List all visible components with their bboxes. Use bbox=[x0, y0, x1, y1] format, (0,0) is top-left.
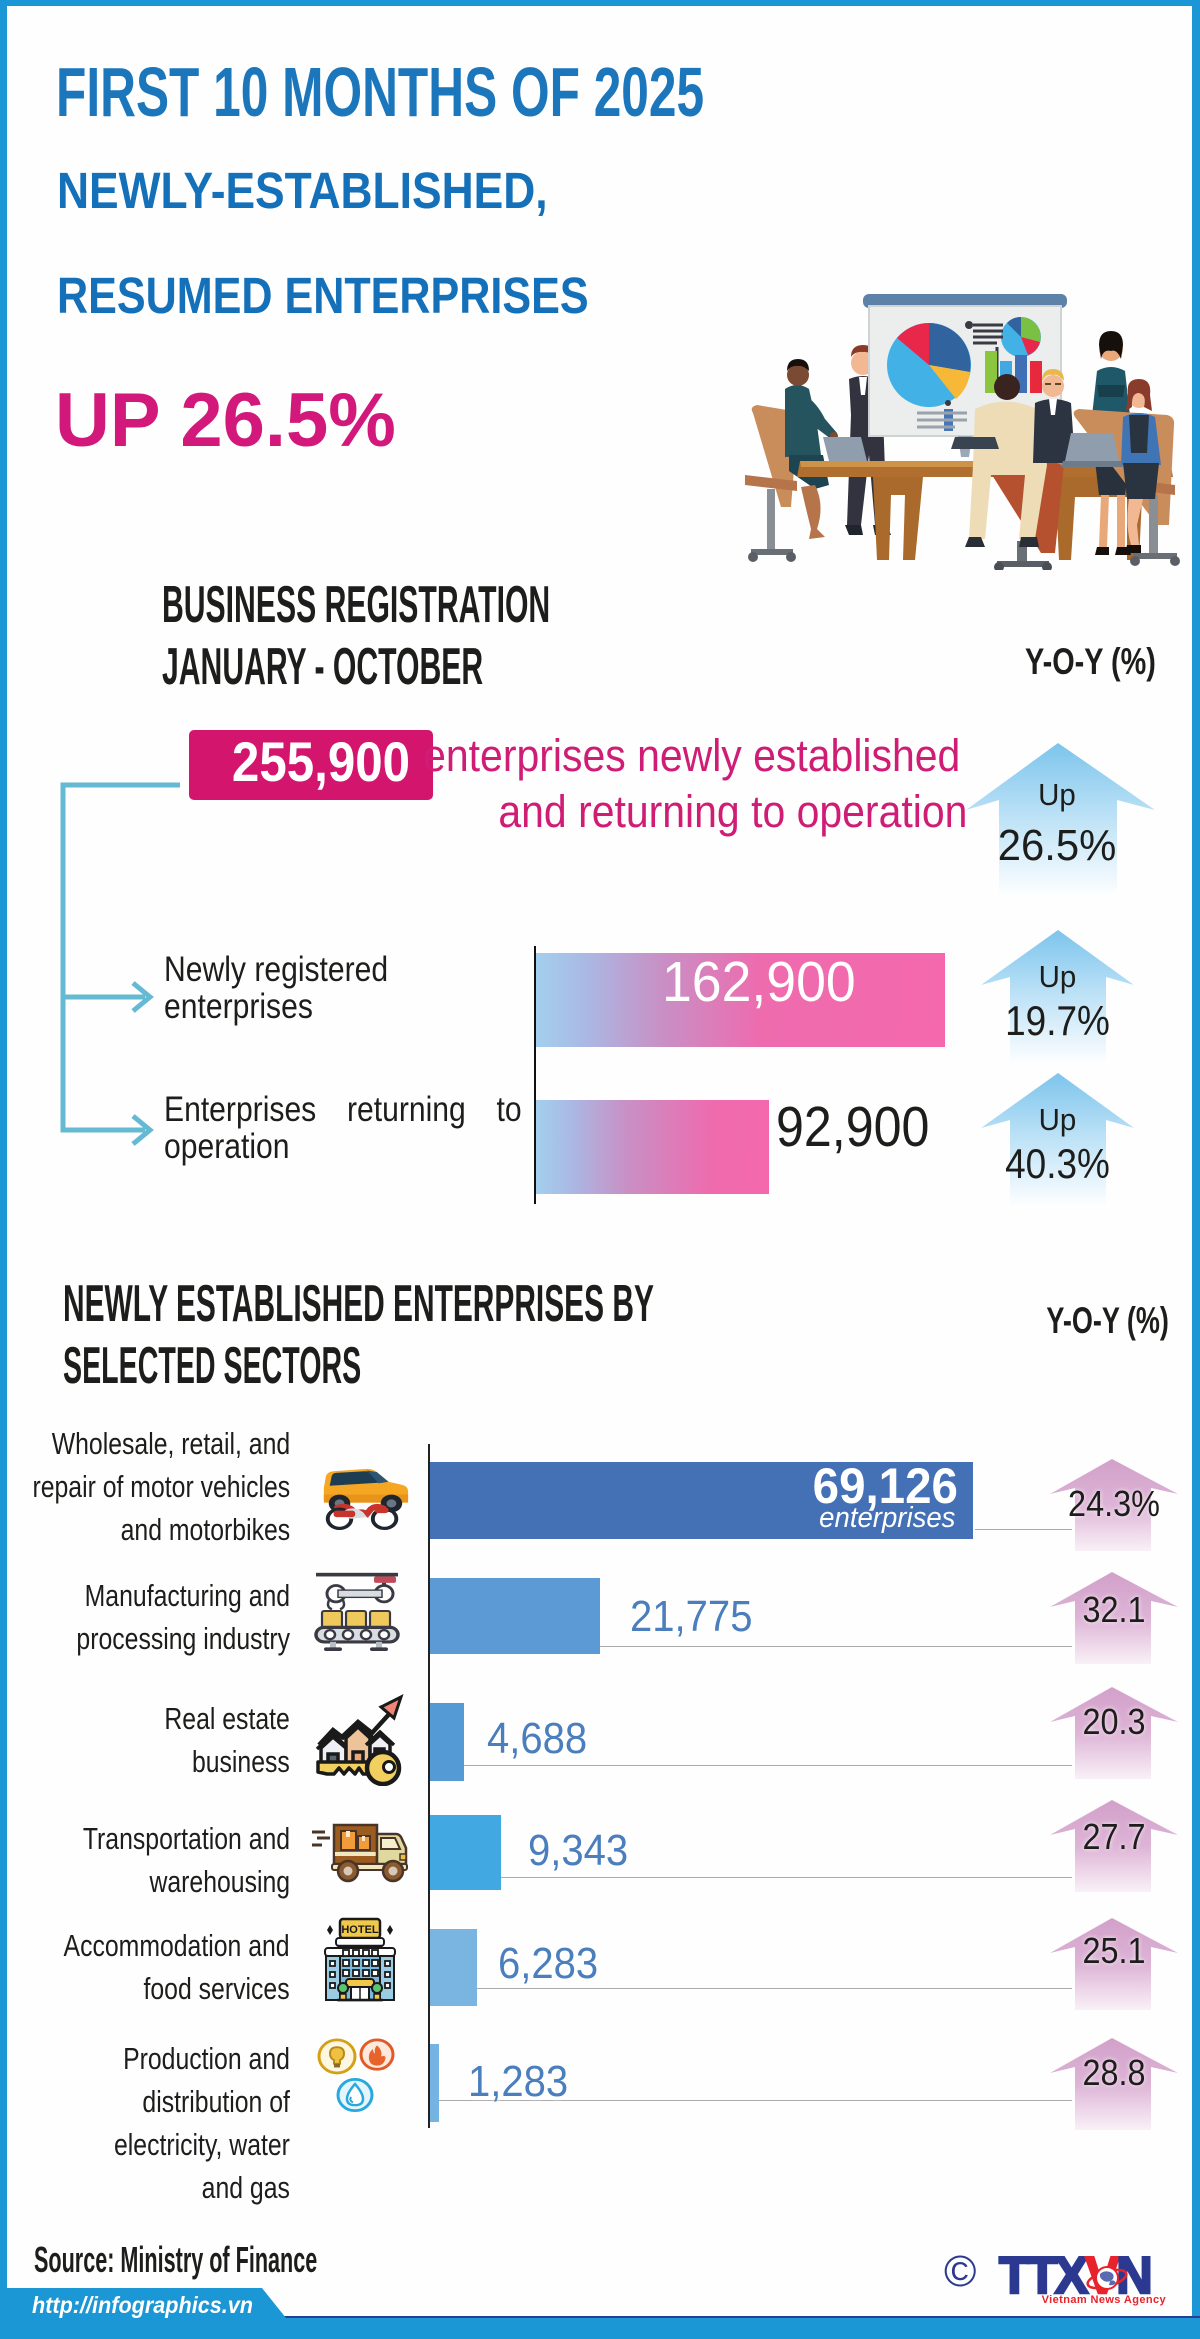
svg-text:HOTEL: HOTEL bbox=[341, 1924, 379, 1936]
